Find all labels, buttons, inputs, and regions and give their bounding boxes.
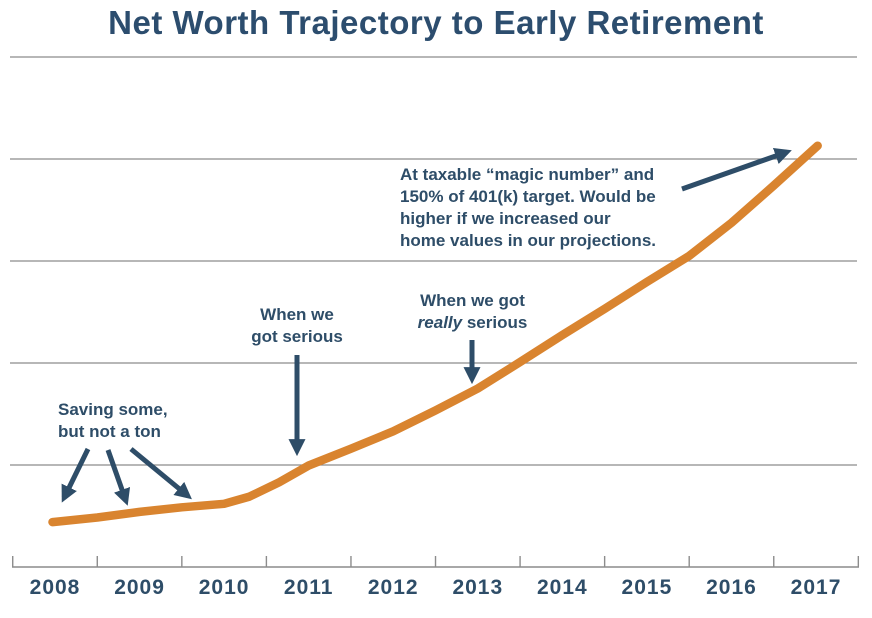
annotation-arrow — [129, 447, 192, 500]
x-axis-label-2015: 2015 — [621, 576, 673, 599]
x-axis-label-2012: 2012 — [367, 576, 419, 599]
x-axis-label-2016: 2016 — [706, 576, 757, 599]
net-worth-line — [48, 141, 822, 527]
annotation-line: home values in our projections. — [400, 231, 656, 250]
annotation-line: really serious — [385, 312, 560, 334]
annotation-arrow — [681, 147, 792, 192]
annotation-line: higher if we increased our — [400, 209, 611, 228]
annotation-saving-some: Saving some, but not a ton — [58, 399, 228, 443]
x-axis-label-2008: 2008 — [29, 576, 81, 599]
chart-title: Net Worth Trajectory to Early Retirement — [108, 4, 764, 41]
x-axis-label-2009: 2009 — [114, 576, 165, 599]
annotation-got-serious: When we got serious — [227, 304, 367, 348]
x-axis — [12, 556, 860, 568]
annotation-line: When we — [260, 305, 334, 324]
annotation-line: got serious — [251, 327, 343, 346]
x-axis-label-2010: 2010 — [198, 576, 250, 599]
annotation-italic-word: really — [417, 313, 463, 332]
annotation-line-rest: serious — [466, 313, 528, 332]
annotation-arrows — [61, 147, 792, 506]
x-axis-label-2017: 2017 — [790, 576, 842, 599]
x-axis-label-2011: 2011 — [283, 576, 334, 599]
annotation-really-serious: When we got really serious — [385, 290, 560, 334]
annotation-line: At taxable “magic number” and — [400, 165, 655, 184]
x-axis-label-2014: 2014 — [537, 576, 588, 599]
x-axis-label-2013: 2013 — [452, 576, 504, 599]
annotation-magic-number: At taxable “magic number” and 150% of 40… — [400, 164, 690, 252]
annotation-line: When we got — [420, 291, 525, 310]
annotation-arrow — [61, 447, 91, 503]
annotation-line: but not a ton — [58, 422, 161, 441]
net-worth-line-group — [48, 141, 822, 527]
annotation-arrow — [105, 449, 131, 506]
annotation-line: 150% of 401(k) target. Would be — [400, 187, 656, 206]
annotation-line: Saving some, — [58, 400, 168, 419]
